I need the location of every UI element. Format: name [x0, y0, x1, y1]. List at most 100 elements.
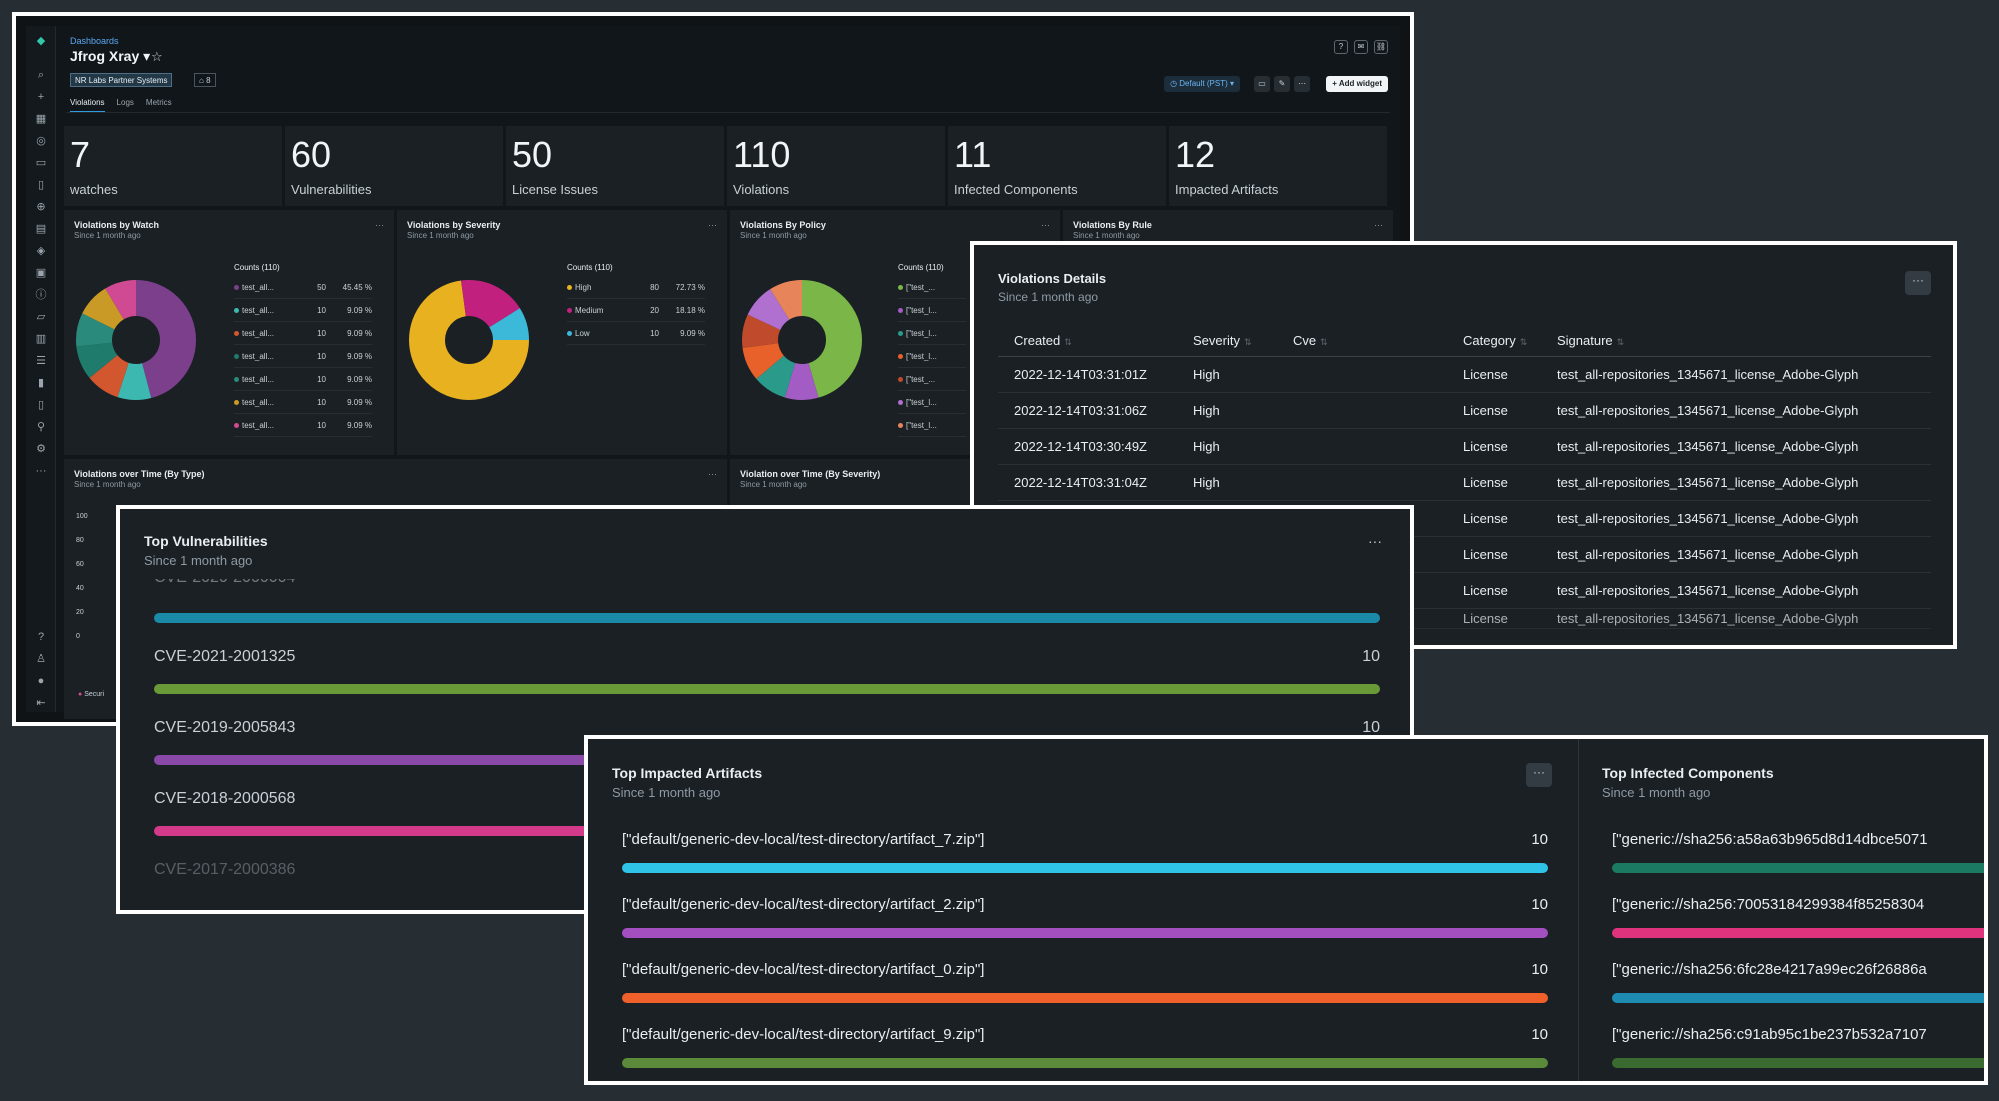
link-icon[interactable]: ⛓ [1374, 40, 1388, 54]
column-header-category[interactable]: Category ⇅ [1463, 333, 1557, 348]
table-row[interactable]: 2022-12-14T03:31:06Z High License test_all-… [998, 393, 1931, 429]
chart-icon[interactable]: ▥ [35, 333, 47, 345]
chevron-down-icon[interactable]: ▾ [143, 48, 151, 64]
y-tick: 20 [76, 609, 84, 616]
add-icon[interactable]: + [37, 91, 45, 103]
user-flow-icon[interactable]: ⚲ [36, 421, 46, 433]
tab-logs[interactable]: Logs [116, 98, 134, 107]
list-item[interactable]: ["default/generic-dev-local/test-directo… [622, 961, 1548, 978]
table-row[interactable]: License test_all-repositories_1345671_lic… [998, 609, 1931, 629]
legend-row[interactable]: ["test_l... [898, 391, 966, 414]
list-item[interactable]: CVE-2017-2000386 [154, 861, 1380, 879]
legend-row[interactable]: ["test_l... [898, 414, 966, 437]
list-item[interactable]: ["generic://sha256:70053184299384f852583… [1612, 896, 1984, 913]
widget-menu-button[interactable]: ··· [708, 469, 717, 479]
more-options-button[interactable]: ⋯ [1294, 76, 1310, 92]
list-item[interactable]: ["generic://sha256:6fc28e4217a99ec26f268… [1612, 961, 1984, 978]
explorer-icon[interactable]: ◎ [36, 135, 46, 147]
widget-menu-button[interactable]: ··· [708, 220, 717, 230]
widget-menu-button[interactable]: ··· [1905, 271, 1931, 295]
calendar-icon[interactable]: ▤ [35, 223, 47, 235]
apps-grid-icon[interactable]: ▦ [35, 113, 47, 125]
kpi-label: Vulnerabilities [291, 182, 372, 197]
collapse-nav-icon[interactable]: ⇤ [36, 697, 46, 709]
add-user-icon[interactable]: ♙ [36, 653, 46, 665]
table-row[interactable]: 2022-12-14T03:31:01Z High License test_all-… [998, 357, 1931, 393]
legend-row[interactable]: test_all... 50 45.45 % [234, 276, 372, 299]
legend-row[interactable]: ["test_l... [898, 345, 966, 368]
book-icon[interactable]: ▮ [37, 377, 45, 389]
list-item[interactable]: ["default/generic-dev-local/test-directo… [622, 1026, 1548, 1043]
list-item[interactable]: ["generic://sha256:c91ab95c1be237b532a71… [1612, 1026, 1984, 1043]
help-icon[interactable]: ? [37, 631, 45, 643]
column-header-cve[interactable]: Cve ⇅ [1293, 333, 1463, 348]
legend-row[interactable]: ["test_... [898, 368, 966, 391]
table-row[interactable]: License test_all-repositories_1345671_lic… [998, 573, 1931, 609]
legend-row[interactable]: ["test_l... [898, 322, 966, 345]
list-item[interactable]: ["default/generic-dev-local/test-directo… [622, 831, 1548, 848]
tag-count-badge[interactable]: ⌂ 8 [194, 73, 216, 87]
table-row[interactable]: License test_all-repositories_1345671_lic… [998, 501, 1931, 537]
sort-icon[interactable]: ⇅ [1320, 337, 1328, 347]
widget-menu-button[interactable]: ··· [1041, 220, 1050, 230]
more-nav-icon[interactable]: ··· [35, 465, 47, 477]
list-item[interactable]: CVE-2019-2005843 10 [154, 719, 1380, 737]
table-row[interactable]: License test_all-repositories_1345671_lic… [998, 537, 1931, 573]
sort-icon[interactable]: ⇅ [1519, 337, 1528, 347]
list-item[interactable]: CVE-2018-2000568 [154, 790, 1380, 808]
page-title[interactable]: Jfrog Xray ▾ [70, 48, 150, 65]
timezone-picker[interactable]: ◷ Default (PST) ▾ [1164, 76, 1240, 92]
column-header-created[interactable]: Created ⇅ [998, 333, 1193, 348]
mobile-icon[interactable]: ▯ [37, 179, 45, 191]
dashboards-icon[interactable]: ▣ [35, 267, 47, 279]
sort-icon[interactable]: ⇅ [1064, 337, 1072, 347]
column-header-signature[interactable]: Signature ⇅ [1557, 333, 1931, 348]
legend-row[interactable]: test_all... 10 9.09 % [234, 414, 372, 437]
list-item[interactable]: ["generic://sha256:a58a63b965d8d14dbce50… [1612, 831, 1984, 848]
add-widget-button[interactable]: + Add widget [1326, 76, 1388, 92]
favorite-star-icon[interactable]: ☆ [151, 49, 163, 64]
layers-icon[interactable]: ◈ [36, 245, 46, 257]
edit-button[interactable]: ✎ [1274, 76, 1290, 92]
legend-row[interactable]: test_all... 10 9.09 % [234, 368, 372, 391]
table-row[interactable]: 2022-12-14T03:31:04Z High License test_all-… [998, 465, 1931, 501]
widget-menu-button[interactable]: ··· [375, 220, 384, 230]
legend-item[interactable]: ● Securi [78, 691, 104, 698]
tag-chip[interactable]: NR Labs Partner Systems [70, 73, 173, 87]
help-icon[interactable]: ? [1334, 40, 1348, 54]
sort-icon[interactable]: ⇅ [1616, 337, 1625, 347]
document-icon[interactable]: ▯ [37, 399, 45, 411]
search-icon[interactable]: ⌕ [37, 69, 45, 81]
tab-violations[interactable]: Violations [70, 98, 105, 113]
avatar-icon[interactable]: ● [37, 675, 45, 687]
sort-icon[interactable]: ⇅ [1243, 337, 1252, 347]
mail-icon[interactable]: ✉ [1354, 40, 1368, 54]
globe-icon[interactable]: ⊕ [36, 201, 46, 213]
list-icon[interactable]: ☰ [36, 355, 46, 367]
browser-icon[interactable]: ▭ [35, 157, 47, 169]
widget-menu-button[interactable]: ··· [1368, 533, 1382, 549]
legend-row[interactable]: Low 10 9.09 % [567, 322, 705, 345]
legend-row[interactable]: ["test_l... [898, 299, 966, 322]
legend-row[interactable]: ["test_... [898, 276, 966, 299]
table-row[interactable]: 2022-12-14T03:30:49Z High License test_all-… [998, 429, 1931, 465]
legend-row[interactable]: Medium 20 18.18 % [567, 299, 705, 322]
legend-row[interactable]: test_all... 10 9.09 % [234, 345, 372, 368]
tv-mode-button[interactable]: ▭ [1254, 76, 1270, 92]
legend-row[interactable]: test_all... 10 9.09 % [234, 322, 372, 345]
inbox-icon[interactable]: ▱ [36, 311, 46, 323]
list-item[interactable]: CVE-2021-2001325 10 [154, 648, 1380, 666]
new-relic-logo-icon[interactable]: ◆ [36, 35, 46, 47]
legend-row[interactable]: test_all... 10 9.09 % [234, 299, 372, 322]
column-header-severity[interactable]: Severity ⇅ [1193, 333, 1293, 348]
breadcrumb[interactable]: Dashboards [70, 36, 119, 46]
legend-row[interactable]: test_all... 10 9.09 % [234, 391, 372, 414]
alerts-icon[interactable]: ⓘ [35, 289, 47, 301]
widget-menu-button[interactable]: ··· [1374, 220, 1383, 230]
legend-row[interactable]: High 80 72.73 % [567, 276, 705, 299]
list-item[interactable]: ["default/generic-dev-local/test-directo… [622, 896, 1548, 913]
list-item[interactable]: CVE-2020-2000004 [154, 579, 1380, 593]
tab-metrics[interactable]: Metrics [145, 98, 172, 107]
settings-icon[interactable]: ⚙ [36, 443, 46, 455]
widget-menu-button[interactable]: ··· [1526, 763, 1552, 787]
